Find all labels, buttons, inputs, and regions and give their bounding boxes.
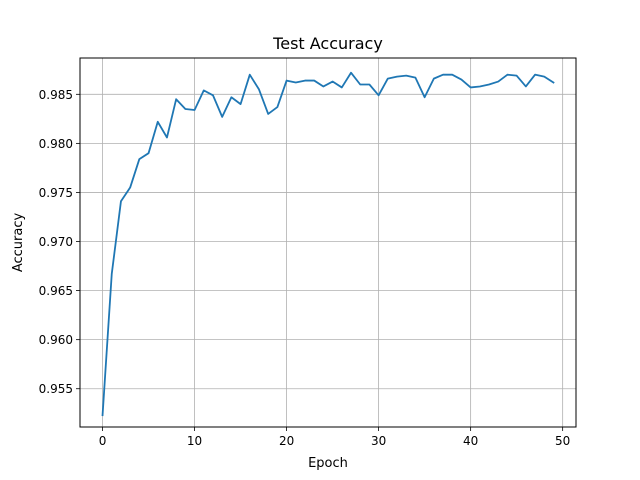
x-tick-label: 10 (187, 434, 202, 448)
x-tick-label: 0 (99, 434, 107, 448)
y-tick-label: 0.985 (39, 88, 73, 102)
chart-title: Test Accuracy (272, 34, 383, 53)
y-tick-label: 0.980 (39, 137, 73, 151)
y-tick-label: 0.965 (39, 284, 73, 298)
x-tick-label: 20 (279, 434, 294, 448)
y-tick-label: 0.975 (39, 186, 73, 200)
plot-frame (79, 57, 577, 428)
y-tick-label: 0.955 (39, 382, 73, 396)
y-tick-label: 0.970 (39, 235, 73, 249)
y-tick-label: 0.960 (39, 333, 73, 347)
accuracy-series-line (101, 71, 555, 417)
x-tick-label: 50 (555, 434, 570, 448)
x-axis-label: Epoch (308, 456, 348, 471)
y-axis-label: Accuracy (11, 213, 26, 273)
grid (80, 58, 576, 427)
axis-ticks: 0 10 20 30 40 50 0.955 0.960 0.965 0.970 0.975 0.98… (39, 88, 571, 448)
series-layer (101, 71, 555, 417)
x-tick-label: 30 (371, 434, 386, 448)
x-tick-label: 40 (463, 434, 478, 448)
